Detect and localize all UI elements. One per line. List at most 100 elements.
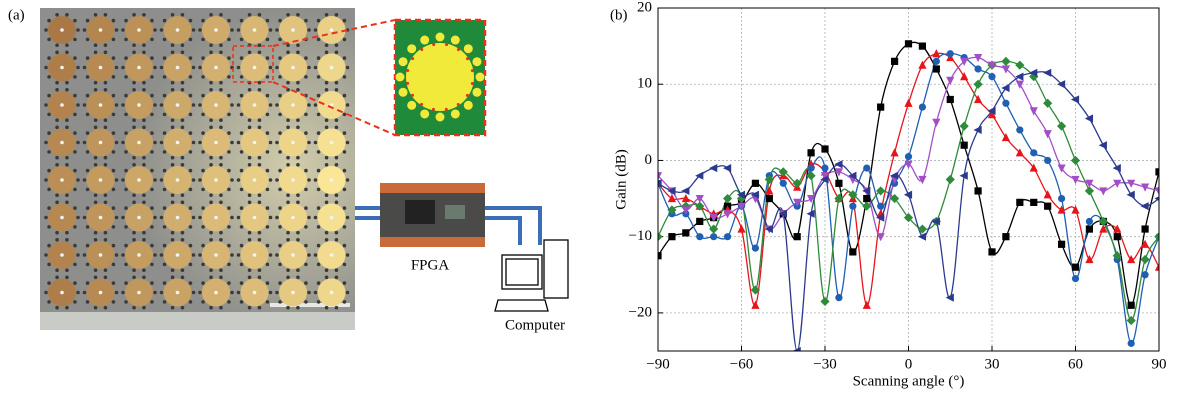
marker <box>863 195 870 202</box>
feed <box>137 216 141 220</box>
pin <box>317 38 321 42</box>
pin <box>209 200 213 204</box>
pin <box>325 43 329 47</box>
pin <box>258 50 262 54</box>
marker <box>1127 191 1135 199</box>
pin <box>132 88 136 92</box>
pin <box>198 28 202 32</box>
pin <box>104 43 108 47</box>
x-tick-label: −90 <box>646 356 669 372</box>
pin <box>278 131 282 135</box>
pin <box>258 125 262 129</box>
pin <box>296 81 300 85</box>
pin <box>258 156 262 160</box>
pin <box>124 281 128 285</box>
pin <box>160 216 164 220</box>
pin <box>227 206 231 210</box>
pin <box>201 244 205 248</box>
feed <box>60 216 64 220</box>
pin <box>160 291 164 295</box>
pin <box>266 56 270 60</box>
pin <box>240 150 244 154</box>
pin <box>286 268 290 272</box>
pin <box>189 75 193 79</box>
pin <box>55 43 59 47</box>
pin <box>86 38 90 42</box>
pin <box>192 291 196 295</box>
pin <box>209 306 213 310</box>
pin <box>150 281 154 285</box>
pin <box>209 238 213 242</box>
pin <box>219 275 223 279</box>
pin <box>86 281 90 285</box>
pin <box>314 103 318 107</box>
pin <box>286 238 290 242</box>
pin <box>248 118 252 122</box>
pin <box>198 66 202 70</box>
pin <box>132 125 136 129</box>
pin <box>209 193 213 197</box>
pin <box>237 28 241 32</box>
pin <box>201 19 205 23</box>
marker <box>904 191 912 199</box>
pin <box>240 19 244 23</box>
pin <box>153 216 157 220</box>
pin <box>73 300 77 304</box>
pin <box>86 206 90 210</box>
pin <box>325 118 329 122</box>
pin <box>201 225 205 229</box>
pin <box>248 163 252 167</box>
pin <box>181 193 185 197</box>
marker <box>1001 57 1010 66</box>
pin <box>160 178 164 182</box>
marker <box>668 233 675 240</box>
pin <box>325 81 329 85</box>
pin <box>304 150 308 154</box>
pin <box>86 225 90 229</box>
pin <box>296 13 300 17</box>
pin <box>219 306 223 310</box>
pin <box>189 206 193 210</box>
pin <box>219 43 223 47</box>
pin <box>163 281 167 285</box>
pin <box>325 238 329 242</box>
pin <box>227 263 231 267</box>
feed <box>291 178 295 182</box>
marker <box>1001 84 1009 92</box>
pin <box>171 193 175 197</box>
pin <box>112 244 116 248</box>
pin <box>160 66 164 70</box>
pin <box>73 244 77 248</box>
pin <box>209 275 213 279</box>
feed <box>137 141 141 145</box>
marker <box>821 164 828 171</box>
pin <box>153 141 157 145</box>
pin <box>112 281 116 285</box>
marker <box>919 103 926 110</box>
pin <box>278 169 282 173</box>
pin <box>132 238 136 242</box>
pin <box>65 268 69 272</box>
pin <box>230 178 234 182</box>
x-axis-label: Scanning angle (°) <box>853 373 965 389</box>
via-dot <box>420 103 423 106</box>
pin <box>47 113 51 117</box>
pin <box>335 231 339 235</box>
pin <box>65 118 69 122</box>
pin <box>296 125 300 129</box>
pin <box>132 163 136 167</box>
via <box>399 88 408 97</box>
feed <box>291 253 295 257</box>
pin <box>275 141 279 145</box>
pin <box>227 225 231 229</box>
pin <box>86 150 90 154</box>
marker <box>1030 107 1038 115</box>
feed <box>214 141 218 145</box>
feed <box>253 28 257 32</box>
pin <box>317 225 321 229</box>
marker <box>1128 340 1135 347</box>
pin <box>201 206 205 210</box>
pin <box>266 225 270 229</box>
panel-label: (b) <box>610 7 628 23</box>
pin <box>73 225 77 229</box>
